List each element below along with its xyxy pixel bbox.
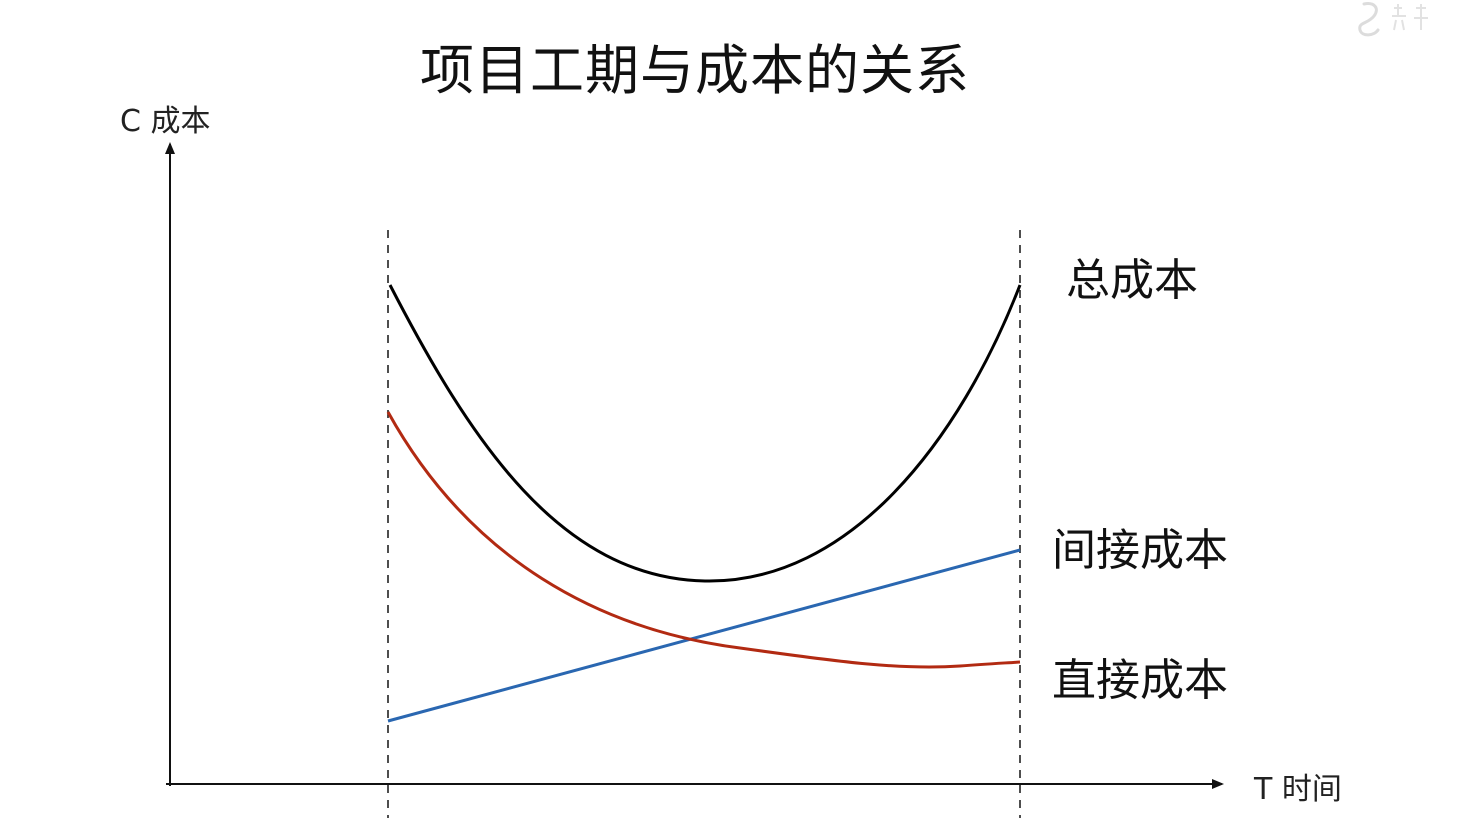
indirect-cost-label: 间接成本: [1052, 525, 1228, 576]
indirect-cost-line: [387, 548, 1021, 723]
logo-watermark-icon: [1358, 2, 1428, 37]
total-cost-curve: [388, 284, 1022, 583]
x-axis-label: T 时间: [1254, 772, 1342, 807]
direct-cost-curve: [386, 411, 1021, 669]
page-title: 项目工期与成本的关系: [420, 39, 970, 102]
y-axis-label: C 成本: [120, 104, 211, 139]
total-cost-label: 总成本: [1066, 255, 1198, 306]
direct-cost-label: 直接成本: [1052, 655, 1228, 706]
